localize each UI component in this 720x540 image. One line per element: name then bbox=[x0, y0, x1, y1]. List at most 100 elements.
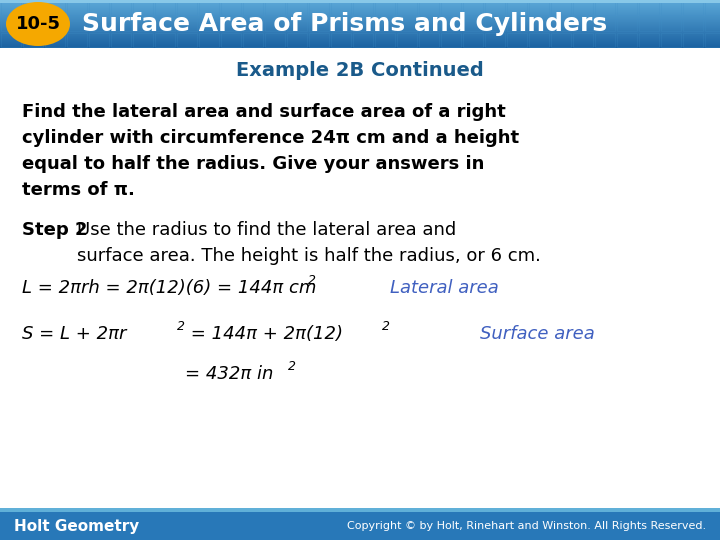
Bar bbox=[0, 12, 720, 13]
Bar bbox=[485, 33, 505, 47]
Bar bbox=[617, 1, 637, 15]
Bar bbox=[617, 17, 637, 31]
Bar bbox=[0, 42, 720, 43]
Bar bbox=[705, 33, 720, 47]
Bar bbox=[0, 40, 720, 41]
Bar bbox=[23, 1, 43, 15]
Bar bbox=[221, 17, 241, 31]
Bar bbox=[0, 24, 720, 25]
Bar bbox=[0, 9, 720, 10]
Bar bbox=[419, 33, 439, 47]
Bar bbox=[529, 1, 549, 15]
Bar bbox=[0, 23, 720, 24]
Bar bbox=[683, 17, 703, 31]
Bar bbox=[265, 17, 285, 31]
Bar bbox=[705, 17, 720, 31]
Bar bbox=[661, 1, 681, 15]
Text: Example 2B Continued: Example 2B Continued bbox=[236, 60, 484, 79]
Bar bbox=[507, 33, 527, 47]
Bar bbox=[705, 1, 720, 15]
Bar bbox=[353, 1, 373, 15]
Bar bbox=[0, 20, 720, 21]
Bar bbox=[287, 33, 307, 47]
Bar bbox=[0, 7, 720, 8]
Bar bbox=[0, 27, 720, 28]
Bar bbox=[0, 39, 720, 40]
Bar bbox=[507, 1, 527, 15]
Bar bbox=[89, 17, 109, 31]
Bar bbox=[221, 33, 241, 47]
Bar bbox=[375, 17, 395, 31]
Bar bbox=[45, 33, 65, 47]
Bar bbox=[397, 33, 417, 47]
Text: L = 2πrh = 2π(12)(6) = 144π cm: L = 2πrh = 2π(12)(6) = 144π cm bbox=[22, 279, 316, 297]
Text: Use the radius to find the lateral area and: Use the radius to find the lateral area … bbox=[77, 221, 456, 239]
Bar bbox=[287, 17, 307, 31]
Text: S = L + 2πr: S = L + 2πr bbox=[22, 325, 127, 343]
Bar bbox=[1, 1, 21, 15]
Bar bbox=[45, 17, 65, 31]
Text: 2: 2 bbox=[288, 360, 296, 373]
Bar bbox=[397, 1, 417, 15]
Bar bbox=[331, 17, 351, 31]
Bar bbox=[0, 44, 720, 45]
Bar bbox=[199, 33, 219, 47]
Bar bbox=[133, 1, 153, 15]
Bar bbox=[265, 33, 285, 47]
Bar bbox=[353, 17, 373, 31]
Bar bbox=[287, 1, 307, 15]
Bar bbox=[0, 19, 720, 20]
Bar bbox=[463, 1, 483, 15]
Bar bbox=[551, 1, 571, 15]
Bar bbox=[0, 6, 720, 7]
Bar bbox=[485, 17, 505, 31]
Bar bbox=[309, 1, 329, 15]
Bar bbox=[0, 0, 720, 3]
Bar bbox=[155, 17, 175, 31]
Bar bbox=[111, 1, 131, 15]
Bar bbox=[551, 17, 571, 31]
Bar bbox=[1, 17, 21, 31]
Text: 2: 2 bbox=[308, 274, 316, 287]
Bar bbox=[441, 33, 461, 47]
Bar bbox=[529, 33, 549, 47]
Bar bbox=[419, 1, 439, 15]
Text: 2: 2 bbox=[382, 320, 390, 333]
Bar bbox=[177, 17, 197, 31]
Bar bbox=[485, 1, 505, 15]
Bar bbox=[0, 25, 720, 26]
Bar bbox=[0, 22, 720, 23]
Bar bbox=[0, 35, 720, 36]
Bar bbox=[441, 1, 461, 15]
Bar bbox=[353, 33, 373, 47]
Text: Find the lateral area and surface area of a right: Find the lateral area and surface area o… bbox=[22, 103, 505, 121]
Bar bbox=[133, 17, 153, 31]
Bar bbox=[0, 36, 720, 37]
Text: Lateral area: Lateral area bbox=[390, 279, 499, 297]
Bar bbox=[177, 1, 197, 15]
Bar bbox=[639, 1, 659, 15]
Bar bbox=[0, 17, 720, 18]
Bar bbox=[331, 1, 351, 15]
Text: Surface Area of Prisms and Cylinders: Surface Area of Prisms and Cylinders bbox=[82, 12, 607, 36]
Bar bbox=[0, 14, 720, 15]
Bar bbox=[551, 33, 571, 47]
Bar bbox=[639, 17, 659, 31]
Bar bbox=[0, 3, 720, 4]
Bar bbox=[0, 10, 720, 11]
Text: cylinder with circumference 24π cm and a height: cylinder with circumference 24π cm and a… bbox=[22, 129, 519, 147]
Bar bbox=[617, 33, 637, 47]
Bar bbox=[595, 17, 615, 31]
Text: Surface area: Surface area bbox=[480, 325, 595, 343]
Bar bbox=[375, 33, 395, 47]
Text: 2: 2 bbox=[177, 320, 185, 333]
Bar bbox=[1, 33, 21, 47]
Bar bbox=[419, 17, 439, 31]
Bar bbox=[397, 17, 417, 31]
Bar bbox=[243, 17, 263, 31]
Bar bbox=[0, 34, 720, 35]
Bar bbox=[67, 1, 87, 15]
Bar bbox=[0, 2, 720, 3]
Bar bbox=[0, 26, 720, 27]
Bar bbox=[0, 45, 720, 46]
